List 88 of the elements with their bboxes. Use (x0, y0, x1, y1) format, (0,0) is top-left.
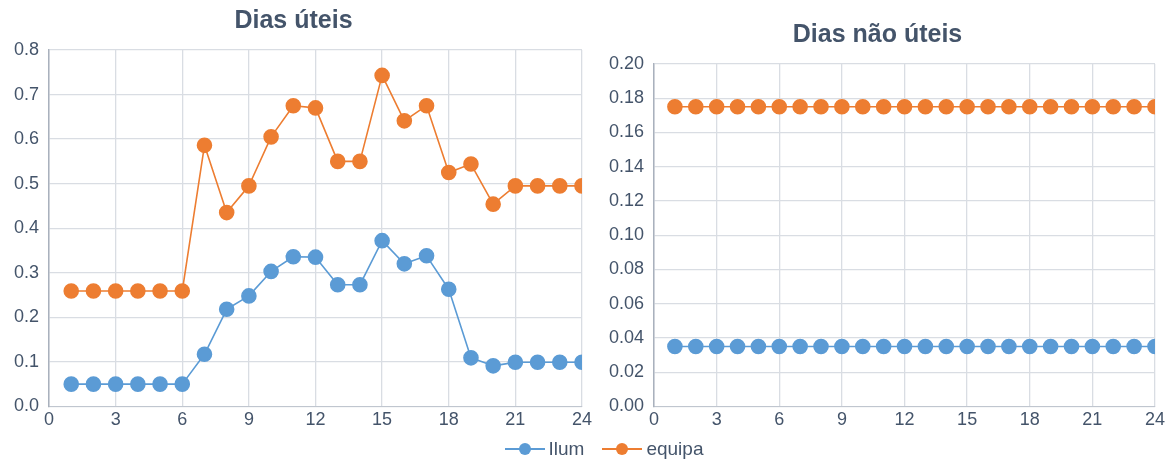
x-tick-label: 9 (243, 409, 254, 430)
point (63, 283, 80, 299)
y-tick-label: 0.20 (608, 52, 645, 73)
y-tick-label: 0.06 (608, 292, 645, 313)
point (551, 354, 568, 371)
point (418, 248, 435, 264)
point (440, 164, 457, 181)
y-tick-label: 0.1 (13, 350, 40, 371)
chart-title: Dias não úteis (792, 18, 963, 47)
chart-title: Dias úteis (234, 4, 353, 33)
point (440, 281, 457, 298)
point (329, 153, 346, 170)
point (85, 376, 102, 392)
point (263, 263, 279, 280)
point (263, 129, 279, 145)
point (396, 113, 413, 129)
y-tick-label: 0.12 (608, 189, 645, 210)
point (307, 249, 324, 265)
y-tick-label: 0.4 (13, 217, 40, 238)
point (174, 376, 191, 392)
point (196, 346, 213, 363)
y-tick-label: 0.04 (608, 326, 645, 347)
y-tick-label: 0.8 (13, 38, 40, 59)
point (374, 67, 390, 84)
point (418, 97, 435, 114)
point (329, 276, 346, 293)
point (352, 276, 368, 293)
x-tick-label: 3 (711, 409, 722, 430)
point (152, 283, 168, 299)
point (285, 248, 302, 265)
point (463, 156, 479, 172)
x-tick-label: 18 (1019, 409, 1040, 430)
x-tick-label: 18 (438, 409, 459, 430)
x-tick-label: 15 (372, 409, 393, 430)
x-tick-label: 3 (110, 409, 121, 430)
point (241, 288, 257, 304)
legend-label: Ilum (548, 438, 585, 460)
x-tick-label: 0 (649, 409, 660, 430)
point (107, 376, 124, 392)
point (85, 283, 102, 299)
y-tick-label: 0.5 (13, 172, 40, 193)
x-tick-label: 24 (571, 409, 592, 430)
y-tick-label: 0.08 (608, 258, 645, 279)
y-tick-label: 0.16 (608, 121, 645, 142)
point (352, 153, 368, 170)
x-tick-label: 6 (774, 409, 785, 430)
y-tick-label: 0.6 (13, 128, 40, 149)
x-tick-label: 12 (894, 409, 915, 430)
y-tick-label: 0.10 (608, 224, 645, 245)
y-tick-label: 0.14 (608, 155, 645, 176)
y-tick-label: 0.3 (13, 261, 40, 282)
x-tick-label: 24 (1144, 409, 1165, 430)
point (107, 283, 124, 299)
point (285, 97, 302, 114)
x-tick-label: 21 (505, 409, 526, 430)
point (152, 376, 168, 392)
point (507, 354, 524, 371)
point (463, 350, 479, 366)
y-tick-label: 0.7 (13, 83, 40, 104)
y-tick-label: 0.0 (13, 395, 40, 416)
point (63, 376, 80, 392)
point (396, 256, 413, 272)
x-tick-label: 12 (305, 409, 326, 430)
y-tick-label: 0.18 (608, 87, 645, 108)
x-tick-label: 0 (44, 409, 55, 430)
point (529, 354, 546, 371)
point (218, 301, 235, 318)
point (507, 178, 524, 194)
x-tick-label: 6 (177, 409, 188, 430)
point (130, 283, 146, 299)
point (241, 178, 257, 194)
point (130, 376, 146, 392)
point (174, 283, 191, 299)
y-tick-label: 0.00 (608, 395, 645, 416)
y-tick-label: 0.2 (13, 306, 40, 327)
y-tick-label: 0.02 (608, 361, 645, 382)
x-tick-label: 21 (1082, 409, 1103, 430)
point (196, 137, 213, 154)
x-tick-label: 15 (957, 409, 978, 430)
x-tick-label: 9 (836, 409, 847, 430)
point (307, 100, 324, 116)
legend-label: equipa (646, 438, 704, 460)
point (485, 358, 501, 374)
point (485, 196, 501, 212)
point (529, 178, 546, 194)
point (374, 232, 390, 249)
point (218, 204, 235, 221)
point (551, 178, 568, 194)
